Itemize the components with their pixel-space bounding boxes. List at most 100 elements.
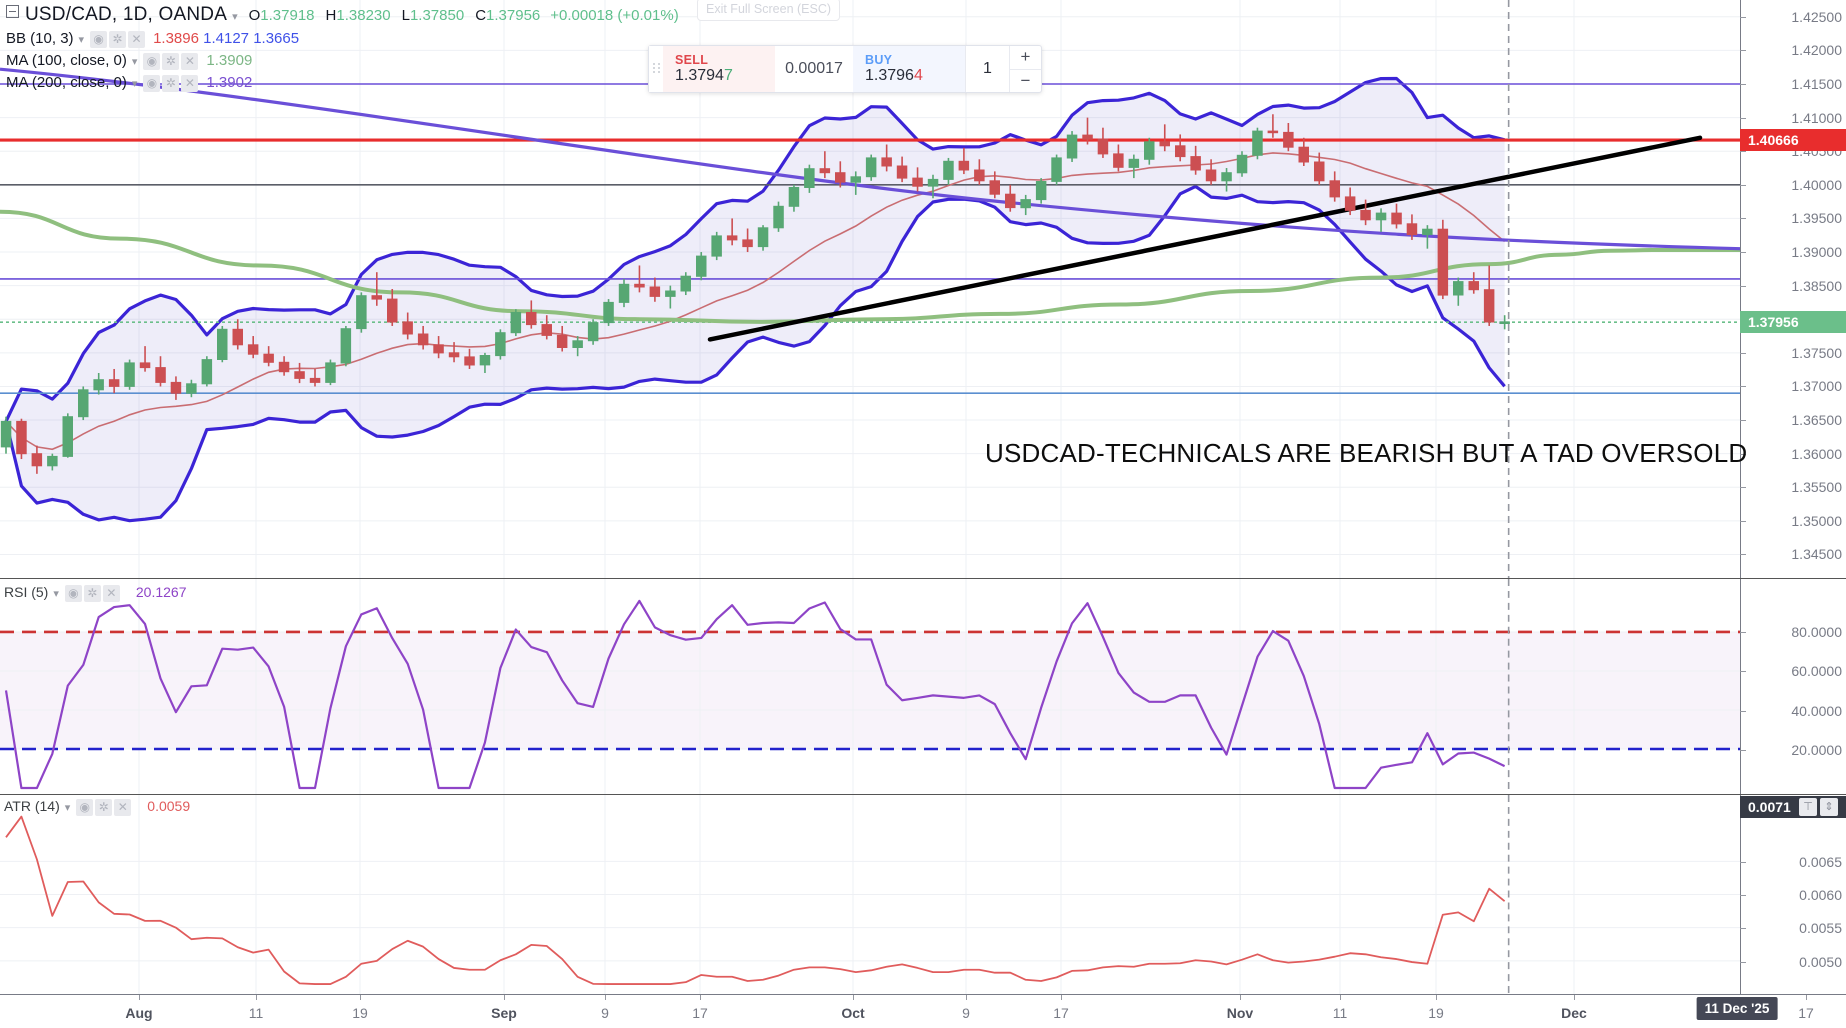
price-chart-canvas[interactable] [0, 0, 1740, 578]
atr-tick-mark [1740, 861, 1746, 863]
rsi-chart-canvas[interactable] [0, 579, 1740, 794]
chevron-down-icon[interactable]: ▾ [131, 78, 138, 90]
drag-handle-icon[interactable] [649, 46, 663, 92]
atr-name[interactable]: ATR (14) [4, 798, 60, 814]
price-tick-mark [1740, 520, 1746, 522]
price-tick-mark [1740, 117, 1746, 119]
time-tick-label: Nov [1226, 1005, 1254, 1021]
atr-scale[interactable]: 0.0065 0.0060 0.0055 0.0050 0.0071 [1740, 794, 1846, 994]
price-tick-mark [1740, 184, 1746, 186]
eye-icon[interactable]: ◉ [90, 30, 108, 48]
rsi-name[interactable]: RSI (5) [4, 584, 49, 600]
price-tick-label: 1.36000 [1791, 445, 1842, 462]
price-tick-label: 1.41500 [1791, 76, 1842, 92]
time-tick-mark [853, 995, 854, 1000]
scale-fit-icon[interactable]: ⊤ [1799, 798, 1817, 816]
chevron-down-icon[interactable]: ▾ [64, 802, 71, 814]
open-value: 1.37918 [260, 7, 315, 24]
chevron-down-icon[interactable]: ▾ [78, 34, 85, 46]
price-tick-mark [1740, 50, 1746, 52]
last-price-badge[interactable]: 1.37956 [1740, 311, 1846, 334]
time-tick-mark [504, 995, 505, 1000]
atr-value: 0.0059 [147, 798, 191, 814]
chart-annotation-text[interactable]: USDCAD-TECHNICALS ARE BEARISH BUT A TAD … [985, 438, 1748, 468]
eye-icon[interactable]: ◉ [143, 74, 161, 92]
chevron-down-icon[interactable]: ▾ [53, 588, 59, 600]
buy-button[interactable]: BUY 1.37964 [853, 46, 965, 92]
time-tick-mark [1436, 995, 1437, 1000]
buy-label: BUY [865, 52, 893, 67]
legend-rsi[interactable]: RSI (5) ▾ ◉ ✲ ✕ 20.1267 [4, 584, 187, 603]
chevron-down-icon[interactable]: ▾ [232, 11, 238, 23]
close-label: C [475, 7, 487, 24]
rsi-scale[interactable]: 80.0000 60.0000 40.0000 20.0000 [1740, 578, 1846, 794]
rsi-pane[interactable] [0, 578, 1740, 794]
eye-icon[interactable]: ◉ [143, 52, 161, 70]
legend-atr[interactable]: ATR (14) ▾ ◉ ✲ ✕ 0.0059 [4, 798, 191, 817]
bb-name[interactable]: BB (10, 3) [6, 30, 74, 47]
atr-chart-canvas[interactable] [0, 795, 1740, 994]
ma100-name[interactable]: MA (100, close, 0) [6, 52, 127, 69]
close-icon[interactable]: ✕ [114, 799, 132, 817]
time-tick-label: Aug [125, 1005, 153, 1021]
gear-icon[interactable]: ✲ [109, 30, 127, 48]
price-tick-label: 1.38500 [1791, 277, 1842, 294]
price-tick-label: 1.39000 [1791, 244, 1842, 261]
exit-fullscreen-tooltip[interactable]: Exit Full Screen (ESC) [697, 0, 841, 21]
low-label: L [401, 7, 410, 24]
chevron-down-icon[interactable]: ▾ [131, 56, 138, 68]
price-scale[interactable]: 1.42500 1.42000 1.41500 1.41000 1.40500 1.400… [1740, 0, 1846, 578]
ma200-value: 1.3902 [206, 74, 253, 91]
gear-icon[interactable]: ✲ [83, 585, 101, 603]
quantity-decrement-button[interactable]: − [1020, 70, 1031, 90]
atr-pane[interactable] [0, 794, 1740, 994]
gear-icon[interactable]: ✲ [162, 52, 180, 70]
eye-icon[interactable]: ◉ [76, 799, 94, 817]
close-icon[interactable]: ✕ [181, 74, 199, 92]
price-pane[interactable] [0, 0, 1740, 578]
bb-lower-value: 1.3665 [253, 30, 300, 47]
legend-ma-200[interactable]: MA (200, close, 0) ▾ ◉ ✲ ✕ 1.3902 [6, 74, 252, 92]
rsi-value: 20.1267 [135, 584, 187, 600]
gear-icon[interactable]: ✲ [162, 74, 180, 92]
symbol-title[interactable]: USD/CAD, 1D, OANDA [25, 4, 228, 25]
price-tick-label: 1.34500 [1791, 546, 1842, 563]
time-tick-mark [256, 995, 257, 1000]
order-widget[interactable]: SELL 1.37947 0.00017 BUY 1.37964 1 + − [648, 45, 1042, 93]
current-date-badge[interactable]: 11 Dec '25 [1696, 997, 1778, 1020]
ma200-name[interactable]: MA (200, close, 0) [6, 74, 127, 91]
eye-icon[interactable]: ◉ [64, 585, 82, 603]
quantity-increment-button[interactable]: + [1010, 46, 1041, 70]
atr-tick-mark [1740, 928, 1746, 930]
price-tick-label: 1.35000 [1791, 512, 1842, 529]
time-tick-mark [700, 995, 701, 1000]
price-tick-mark [1740, 151, 1746, 153]
collapse-icon[interactable] [6, 5, 19, 18]
close-icon[interactable]: ✕ [102, 585, 120, 603]
close-icon[interactable]: ✕ [128, 30, 146, 48]
rsi-tick-label: 60.0000 [1791, 663, 1842, 680]
open-label: O [248, 7, 261, 24]
close-icon[interactable]: ✕ [181, 52, 199, 70]
rsi-tick-mark [1740, 749, 1746, 751]
gear-icon[interactable]: ✲ [95, 799, 113, 817]
price-tick-mark [1740, 84, 1746, 85]
atr-scale-buttons[interactable]: ⊤ ⇕ [1799, 798, 1838, 816]
atr-last-badge[interactable]: 0.0071 [1740, 796, 1846, 818]
legend-bollinger-bands[interactable]: BB (10, 3) ▾ ◉ ✲ ✕ 1.3896 1.4127 1.3665 [6, 30, 299, 48]
time-tick-mark [360, 995, 361, 1000]
spread-value: 0.00017 [775, 46, 853, 92]
quantity-stepper[interactable]: + − [1009, 46, 1041, 92]
price-tick-label: 1.42000 [1791, 42, 1842, 59]
resistance-price-badge[interactable]: 1.40666 [1740, 129, 1846, 152]
sell-button[interactable]: SELL 1.37947 [663, 46, 775, 92]
scale-lock-icon[interactable]: ⇕ [1820, 798, 1838, 816]
price-tick-mark [1740, 218, 1746, 220]
legend-ma-100[interactable]: MA (100, close, 0) ▾ ◉ ✲ ✕ 1.3909 [6, 52, 252, 70]
time-axis[interactable]: Aug 11 19 Sep 9 17 Oct 9 17 Nov 11 19 Dec 17 11 Dec '2… [0, 994, 1846, 1028]
quantity-input[interactable]: 1 [965, 46, 1009, 92]
ma100-value: 1.3909 [206, 52, 253, 69]
atr-tick-label: 0.0050 [1799, 953, 1842, 970]
high-label: H [325, 7, 337, 24]
time-tick-mark [1574, 995, 1575, 1000]
